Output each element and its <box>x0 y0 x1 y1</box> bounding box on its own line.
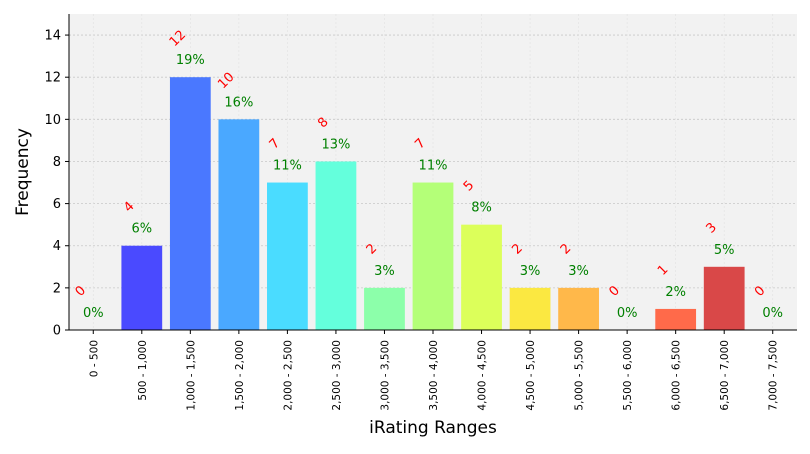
bar <box>267 182 308 330</box>
bar <box>315 161 357 330</box>
y-tick-label: 8 <box>53 155 61 170</box>
x-tick-label: 5,500 - 6,000 <box>622 340 634 411</box>
bar <box>218 119 260 330</box>
x-tick-label: 4,500 - 5,000 <box>525 340 537 411</box>
percent-label: 16% <box>224 95 253 110</box>
percent-label: 11% <box>273 159 302 174</box>
percent-label: 0% <box>83 306 104 321</box>
percent-label: 6% <box>131 222 152 237</box>
percent-label: 3% <box>520 264 541 279</box>
y-axis-title: Frequency <box>13 128 33 216</box>
x-tick-label: 3,000 - 3,500 <box>379 340 391 411</box>
bar <box>121 245 163 330</box>
bar <box>509 287 551 330</box>
x-tick-label: 6,000 - 6,500 <box>671 340 683 411</box>
y-tick-label: 14 <box>44 29 61 44</box>
x-tick-label: 4,000 - 4,500 <box>477 340 489 411</box>
percent-label: 3% <box>568 264 589 279</box>
x-tick-label: 3,500 - 4,000 <box>428 340 440 411</box>
x-tick-label: 2,500 - 3,000 <box>331 340 343 411</box>
y-tick-label: 0 <box>53 324 61 339</box>
percent-label: 19% <box>176 53 205 68</box>
x-tick-label: 1,500 - 2,000 <box>234 340 246 411</box>
bars <box>121 77 745 330</box>
axes: 0 2 4 6 8 10 12 14 0 - 500 500 - 1,000 1,000 - 1,5… <box>44 14 797 411</box>
percent-label: 8% <box>471 201 492 216</box>
y-tick-label: 2 <box>53 281 61 296</box>
bar <box>558 287 599 330</box>
x-tick-label: 2,000 - 2,500 <box>282 340 294 411</box>
percent-label: 0% <box>617 306 638 321</box>
bar <box>412 182 454 330</box>
bar <box>461 224 502 330</box>
percent-label: 2% <box>665 285 686 300</box>
y-tick-label: 12 <box>44 71 61 86</box>
x-tick-label: 6,500 - 7,000 <box>719 340 731 411</box>
y-tick-label: 4 <box>53 239 61 254</box>
x-tick-label: 500 - 1,000 <box>137 340 149 401</box>
bar <box>655 308 697 330</box>
bar <box>169 77 211 330</box>
x-tick-label: 0 - 500 <box>88 340 100 377</box>
x-tick-label: 5,000 - 5,500 <box>574 340 586 411</box>
percent-label: 13% <box>321 137 350 152</box>
y-tick-label: 6 <box>53 197 61 212</box>
bar <box>364 287 405 330</box>
percent-label: 11% <box>419 159 448 174</box>
y-tick-label: 10 <box>44 113 61 128</box>
bar <box>703 266 745 330</box>
percent-label: 0% <box>762 306 783 321</box>
percent-label: 5% <box>714 243 735 258</box>
x-tick-label: 1,000 - 1,500 <box>185 340 197 411</box>
x-axis-title: iRating Ranges <box>369 418 497 438</box>
x-tick-label: 7,000 - 7,500 <box>768 340 780 411</box>
percent-label: 3% <box>374 264 395 279</box>
